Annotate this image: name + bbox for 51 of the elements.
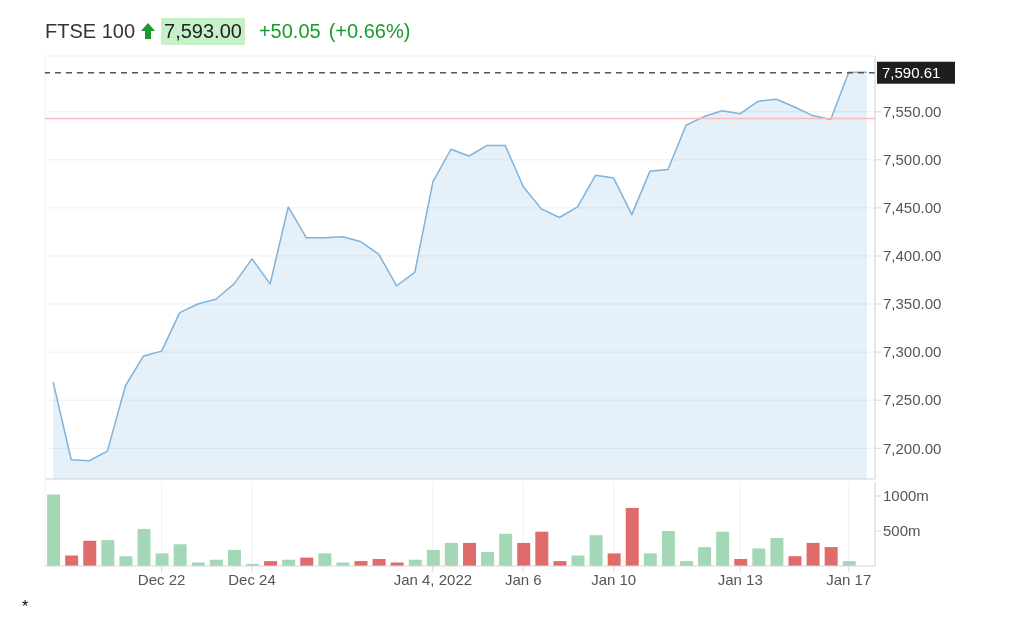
bar (643, 553, 657, 566)
bar (173, 544, 187, 566)
bar (499, 533, 513, 566)
bar (137, 528, 151, 566)
bar (463, 542, 476, 566)
y-tick-label: 7,200.00 (883, 439, 942, 457)
bar (119, 556, 133, 566)
chart-title: FTSE 100 (45, 19, 136, 43)
bar (698, 547, 712, 566)
bar (824, 547, 838, 566)
y-tick-label: 7,350.00 (883, 295, 942, 313)
bar (770, 538, 784, 566)
y-tick-label: 7,500.00 (883, 151, 942, 169)
bar (806, 542, 820, 566)
y-tick-label: 7,300.00 (883, 343, 942, 361)
text: * (21, 598, 30, 616)
x-tick-label: Dec 22 (137, 570, 186, 588)
bar (661, 531, 675, 566)
ref-line-label: 7,590.61 (882, 63, 941, 81)
x-tick-label: Jan 4, 2022 (393, 570, 473, 588)
bar (318, 553, 332, 566)
bar (47, 494, 61, 566)
bar (481, 552, 495, 566)
y-tick-label: 500m (883, 522, 921, 540)
bar (788, 556, 802, 566)
y-tick-label: 7,550.00 (883, 103, 942, 121)
bar (426, 549, 440, 566)
x-tick-label: Jan 6 (504, 570, 542, 588)
x-tick-label: Jan 17 (826, 570, 872, 588)
bar (752, 548, 766, 566)
x-tick-label: Jan 10 (591, 570, 637, 588)
text: (+0.66%) (328, 19, 411, 43)
bar (716, 531, 730, 566)
y-tick-label: 7,450.00 (883, 199, 942, 217)
bar (589, 535, 603, 566)
x-tick-label: Jan 13 (717, 570, 763, 588)
bar (517, 542, 531, 566)
bar (444, 542, 458, 566)
y-tick-label: 1000m (883, 487, 929, 505)
bar (607, 553, 621, 566)
bar (535, 531, 549, 566)
text: 7,593.00 (161, 17, 245, 45)
y-tick-label: 7,250.00 (883, 391, 942, 409)
y-tick-label: 7,400.00 (883, 247, 942, 265)
bar (83, 540, 97, 566)
text: +50.05 (258, 19, 321, 43)
x-tick-label: Dec 24 (228, 570, 276, 588)
bar (155, 553, 169, 566)
bar (101, 540, 115, 566)
bar (625, 507, 639, 566)
bar (227, 549, 241, 566)
